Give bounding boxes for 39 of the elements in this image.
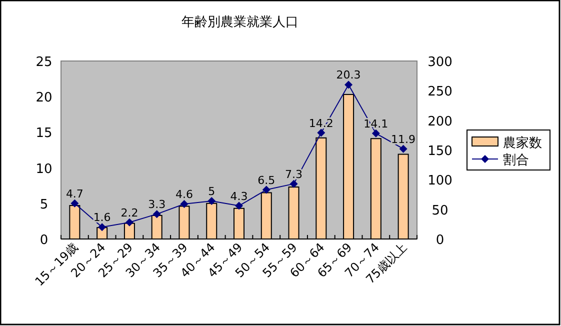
y2-tick-label: 50 bbox=[432, 203, 448, 218]
title: 年齢別農業就業人口 bbox=[182, 15, 298, 30]
point bbox=[344, 80, 353, 89]
y-tick-label: 0 bbox=[40, 233, 48, 248]
point bbox=[152, 210, 161, 218]
data-label: 20.3 bbox=[336, 68, 361, 82]
data-label: 5 bbox=[208, 185, 216, 198]
legend-label: 割合 bbox=[503, 153, 529, 168]
data-label: 1.6 bbox=[93, 211, 111, 224]
point bbox=[208, 197, 216, 206]
point bbox=[70, 199, 79, 208]
y-tick-label: 5 bbox=[40, 197, 48, 212]
point bbox=[262, 186, 270, 194]
point bbox=[372, 129, 380, 138]
y2-tick-label: 150 bbox=[428, 144, 452, 159]
data-label: 4.6 bbox=[175, 188, 193, 201]
data-label: 6.5 bbox=[258, 174, 276, 187]
point bbox=[317, 128, 326, 137]
y-tick-label: 15 bbox=[36, 126, 52, 142]
data-label: 2.2 bbox=[120, 206, 138, 220]
y-tick-label: 20 bbox=[36, 90, 52, 106]
point bbox=[125, 218, 134, 226]
point bbox=[98, 223, 106, 232]
data-label: 4.7 bbox=[66, 187, 84, 200]
y2-tick-label: 250 bbox=[428, 84, 452, 100]
y-tick-label: 10 bbox=[36, 162, 52, 177]
y2-tick-label: 300 bbox=[428, 55, 452, 70]
y2-tick-label: 100 bbox=[428, 174, 452, 189]
data-label: 4.3 bbox=[230, 190, 248, 203]
legend-label: 農家数 bbox=[503, 135, 542, 151]
point bbox=[180, 200, 188, 208]
data-label: 3.3 bbox=[148, 198, 166, 212]
y2-tick-label: 200 bbox=[428, 114, 452, 130]
data-label: 11.9 bbox=[391, 132, 416, 146]
y2-tick-label: 0 bbox=[436, 233, 444, 248]
y-tick-label: 25 bbox=[36, 55, 52, 70]
point bbox=[399, 144, 408, 153]
point bbox=[235, 202, 243, 210]
point bbox=[290, 180, 298, 188]
